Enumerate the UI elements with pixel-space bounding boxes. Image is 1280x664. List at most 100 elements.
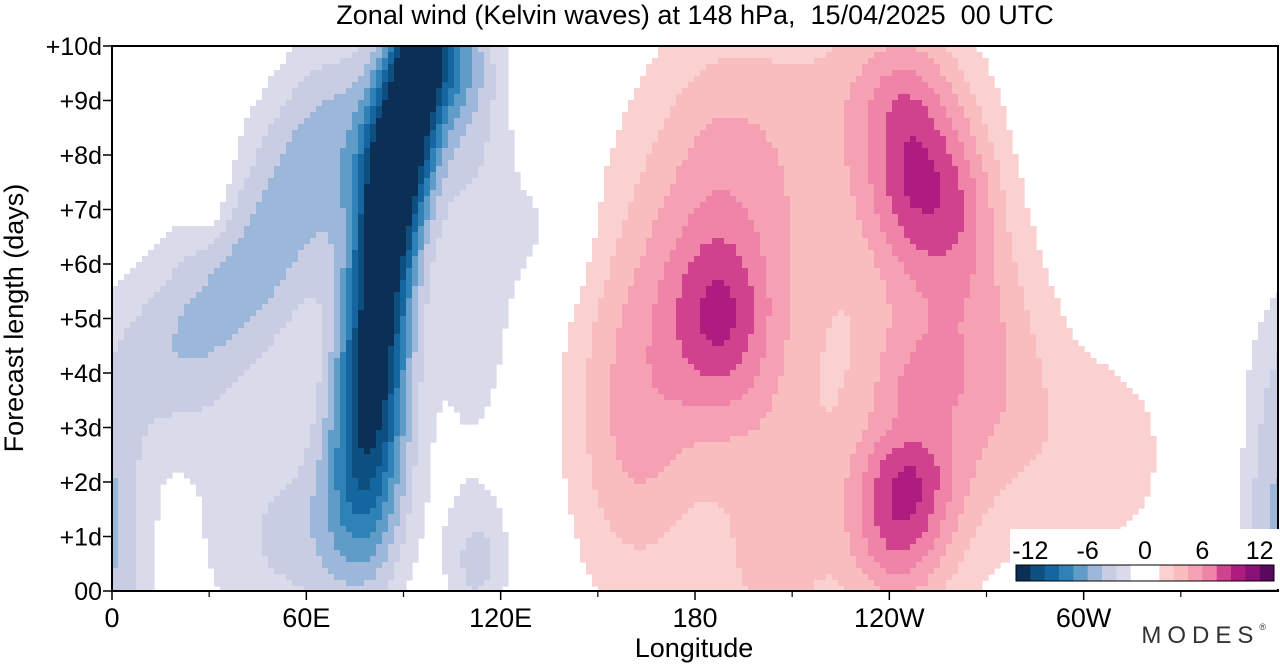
field-cell [304,118,311,125]
field-cell [934,130,941,137]
field-cell [154,268,161,275]
field-cell [874,76,881,83]
field-cell [424,250,431,257]
field-cell [796,268,803,275]
field-cell [154,292,161,299]
field-cell [154,280,161,287]
field-cell [820,286,827,293]
field-cell [262,298,269,305]
field-cell [346,280,353,287]
field-cell [340,58,347,65]
field-cell [400,88,407,95]
field-cell [670,130,677,137]
field-cell [886,202,893,209]
field-cell [346,160,353,167]
field-cell [382,238,389,245]
field-cell [418,166,425,173]
field-cell [280,70,287,77]
field-cell [640,142,647,149]
field-cell [742,250,749,257]
field-cell [190,286,197,293]
field-cell [682,136,689,143]
field-cell [148,250,155,257]
field-cell [286,160,293,167]
field-cell [412,178,419,185]
field-cell [604,274,611,281]
field-cell [472,52,479,59]
field-cell [424,76,431,83]
field-cell [796,130,803,137]
field-cell [436,274,443,281]
field-cell [244,214,251,221]
field-cell [220,268,227,275]
field-cell [1006,220,1013,227]
field-cell [676,196,683,203]
field-cell [934,274,941,281]
field-cell [964,196,971,203]
field-cell [910,178,917,185]
field-cell [802,136,809,143]
field-cell [394,124,401,131]
field-cell [490,178,497,185]
field-cell [484,262,491,269]
field-cell [868,172,875,179]
field-cell [784,262,791,269]
field-cell [592,256,599,263]
field-cell [952,172,959,179]
field-cell [658,232,665,239]
field-cell [682,232,689,239]
field-cell [370,106,377,113]
field-cell [628,238,635,245]
field-cell [994,178,1001,185]
field-cell [280,160,287,167]
field-cell [958,76,965,83]
field-cell [340,154,347,161]
field-cell [328,232,335,239]
field-cell [376,70,383,77]
field-cell [754,268,761,275]
field-cell [748,64,755,71]
field-cell [424,58,431,65]
field-cell [448,88,455,95]
field-cell [664,256,671,263]
field-cell [628,196,635,203]
field-cell [250,232,257,239]
field-cell [970,58,977,65]
field-cell [670,118,677,125]
field-cell [358,172,365,179]
field-cell [754,64,761,71]
field-cell [754,88,761,95]
field-cell [376,214,383,221]
field-cell [694,286,701,293]
field-cell [760,220,767,227]
field-cell [346,178,353,185]
field-cell [940,244,947,251]
field-cell [700,256,707,263]
field-cell [898,226,905,233]
field-cell [370,130,377,137]
field-cell [982,214,989,221]
field-cell [448,52,455,59]
field-cell [352,148,359,155]
field-cell [328,184,335,191]
field-cell [832,208,839,215]
field-cell [484,58,491,65]
field-cell [388,268,395,275]
field-cell [298,232,305,239]
field-cell [436,178,443,185]
field-cell [982,64,989,71]
field-cell [730,64,737,71]
field-cell [310,286,317,293]
field-cell [808,178,815,185]
field-cell [970,220,977,227]
field-cell [610,214,617,221]
field-cell [826,232,833,239]
field-cell [388,190,395,197]
field-cell [364,292,371,299]
field-cell [472,58,479,65]
field-cell [1006,148,1013,155]
field-cell [322,118,329,125]
field-cell [898,160,905,167]
field-cell [172,250,179,257]
field-cell [802,100,809,107]
